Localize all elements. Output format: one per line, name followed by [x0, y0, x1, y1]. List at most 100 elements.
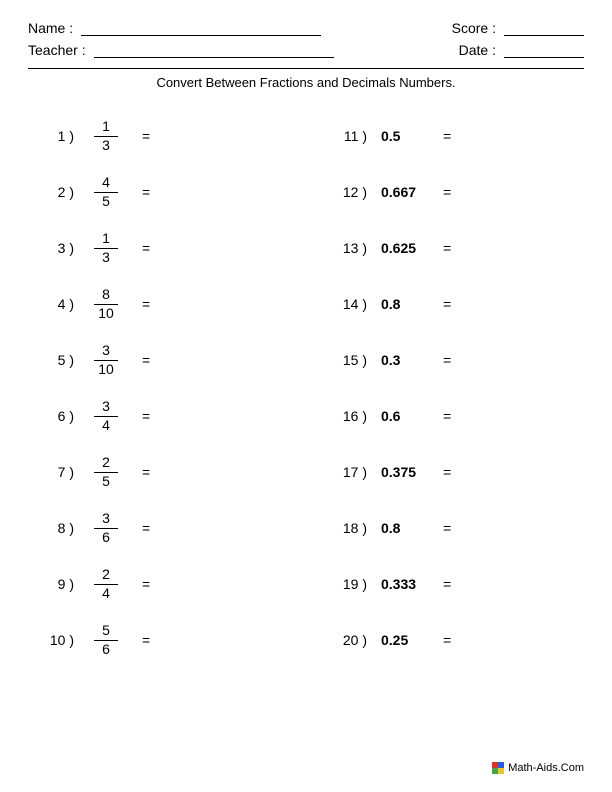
date-label: Date :: [459, 42, 496, 58]
left-column: 1 )13=2 )45=3 )13=4 )810=5 )310=6 )34=7 …: [38, 108, 291, 668]
decimal-value: 0.375: [381, 464, 431, 480]
teacher-input-line[interactable]: [94, 42, 334, 58]
equals-sign: =: [443, 632, 451, 648]
decimal-value: 0.333: [381, 576, 431, 592]
decimal-value: 0.5: [381, 128, 431, 144]
numerator: 3: [102, 343, 110, 358]
teacher-field: Teacher :: [28, 42, 334, 58]
equals-sign: =: [142, 240, 150, 256]
problem-row: 2 ) 4 5 =: [38, 164, 291, 220]
logo-icon: [492, 762, 504, 774]
problem-row: 11 )0.5=: [331, 108, 584, 164]
equals-sign: =: [443, 296, 451, 312]
date-field: Date :: [459, 42, 584, 58]
equals-sign: =: [142, 296, 150, 312]
problem-row: 8 )36=: [38, 500, 291, 556]
problem-number: 4 ): [38, 296, 78, 312]
denominator: 3: [102, 138, 110, 153]
problem-row: 7 ) 25 =: [38, 444, 291, 500]
numerator: 4: [102, 175, 110, 190]
problem-row: 19 )0.333=: [331, 556, 584, 612]
problem-number: 1 ): [38, 128, 78, 144]
denominator: 4: [102, 586, 110, 601]
problem-number: 12 ): [331, 184, 371, 200]
equals-sign: =: [443, 128, 451, 144]
problem-row: 6 )34=: [38, 388, 291, 444]
decimal-value: 0.6: [381, 408, 431, 424]
numerator: 1: [102, 119, 110, 134]
fraction: 13: [88, 231, 124, 265]
footer: Math-Aids.Com: [492, 762, 584, 774]
name-input-line[interactable]: [81, 20, 321, 36]
denominator: 10: [98, 306, 114, 321]
equals-sign: =: [443, 520, 451, 536]
footer-text: Math-Aids.Com: [508, 762, 584, 774]
fraction: 310: [88, 343, 124, 377]
problem-row: 14 )0.8=: [331, 276, 584, 332]
problem-row: 15 ) 0.3 =: [331, 332, 584, 388]
equals-sign: =: [443, 352, 451, 368]
equals-sign: =: [142, 520, 150, 536]
equals-sign: =: [142, 128, 150, 144]
numerator: 1: [102, 231, 110, 246]
problem-number: 16 ): [331, 408, 371, 424]
problem-number: 2 ): [38, 184, 78, 200]
problem-number: 18 ): [331, 520, 371, 536]
equals-sign: =: [142, 408, 150, 424]
equals-sign: =: [443, 464, 451, 480]
numerator: 3: [102, 511, 110, 526]
problem-number: 17 ): [331, 464, 371, 480]
fraction: 56: [88, 623, 124, 657]
problem-number: 6 ): [38, 408, 78, 424]
header-divider: [28, 68, 584, 69]
problem-number: 13 ): [331, 240, 371, 256]
name-field: Name :: [28, 20, 321, 36]
equals-sign: =: [142, 632, 150, 648]
denominator: 6: [102, 642, 110, 657]
problem-row: 18 ) 0.8 =: [331, 500, 584, 556]
decimal-value: 0.667: [381, 184, 431, 200]
problem-row: 20 )0.25=: [331, 612, 584, 668]
numerator: 5: [102, 623, 110, 638]
equals-sign: =: [142, 576, 150, 592]
problem-number: 9 ): [38, 576, 78, 592]
numerator: 8: [102, 287, 110, 302]
problem-row: 4 )810=: [38, 276, 291, 332]
fraction: 810: [88, 287, 124, 321]
numerator: 2: [102, 567, 110, 582]
numerator: 3: [102, 399, 110, 414]
problem-row: 13 ) 0.625 =: [331, 220, 584, 276]
date-input-line[interactable]: [504, 42, 584, 58]
problem-number: 8 ): [38, 520, 78, 536]
equals-sign: =: [142, 184, 150, 200]
equals-sign: =: [443, 408, 451, 424]
problem-number: 10 ): [38, 632, 78, 648]
problem-number: 14 ): [331, 296, 371, 312]
equals-sign: =: [142, 464, 150, 480]
denominator: 5: [102, 194, 110, 209]
worksheet-title: Convert Between Fractions and Decimals N…: [28, 75, 584, 90]
fraction: 25: [88, 455, 124, 489]
equals-sign: =: [443, 240, 451, 256]
denominator: 10: [98, 362, 114, 377]
teacher-label: Teacher :: [28, 42, 86, 58]
decimal-value: 0.8: [381, 520, 431, 536]
problem-row: 12 ) 0.667 =: [331, 164, 584, 220]
score-field: Score :: [452, 20, 584, 36]
equals-sign: =: [443, 184, 451, 200]
problem-row: 17 ) 0.375 =: [331, 444, 584, 500]
name-label: Name :: [28, 20, 73, 36]
problem-number: 3 ): [38, 240, 78, 256]
problem-number: 7 ): [38, 464, 78, 480]
fraction: 13: [88, 119, 124, 153]
problem-number: 15 ): [331, 352, 371, 368]
denominator: 5: [102, 474, 110, 489]
problem-row: 5 )310=: [38, 332, 291, 388]
problem-row: 3 ) 13 =: [38, 220, 291, 276]
decimal-value: 0.3: [381, 352, 431, 368]
right-column: 11 )0.5=12 )0.667=13 )0.625=14 )0.8=15 )…: [331, 108, 584, 668]
problem-number: 19 ): [331, 576, 371, 592]
problems-container: 1 )13=2 )45=3 )13=4 )810=5 )310=6 )34=7 …: [28, 108, 584, 668]
score-input-line[interactable]: [504, 20, 584, 36]
decimal-value: 0.625: [381, 240, 431, 256]
